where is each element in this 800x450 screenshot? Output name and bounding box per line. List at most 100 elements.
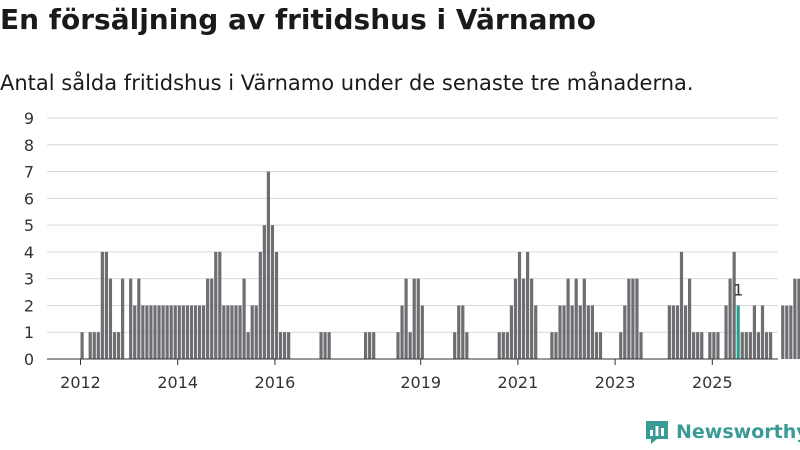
bar (453, 332, 457, 359)
bar (744, 332, 748, 359)
bar (635, 278, 639, 359)
bar (550, 332, 554, 359)
bar (408, 332, 412, 359)
bar (716, 332, 720, 359)
bar (226, 305, 230, 359)
bar (210, 278, 214, 359)
bar (96, 332, 100, 359)
bar (420, 305, 424, 359)
y-tick-label: 7 (24, 163, 34, 182)
bar (724, 305, 728, 359)
y-tick-label: 9 (24, 109, 34, 128)
bar (222, 305, 226, 359)
bar (278, 332, 283, 359)
bar (692, 332, 696, 359)
bar (534, 305, 538, 359)
bar (785, 305, 789, 359)
bar (497, 332, 501, 359)
bar (157, 305, 161, 359)
bar (412, 278, 416, 359)
bar (173, 305, 177, 359)
bar (234, 305, 238, 359)
bar (513, 278, 518, 359)
bar (764, 332, 769, 359)
bar (287, 332, 291, 359)
bar (675, 305, 680, 359)
bar (594, 332, 599, 359)
bar (748, 332, 752, 359)
bar (250, 305, 254, 359)
bar (149, 305, 153, 359)
bar (598, 332, 603, 359)
bar (116, 332, 121, 359)
bar (270, 225, 275, 359)
bar (558, 305, 562, 359)
bar (100, 251, 104, 359)
bar (206, 278, 210, 359)
bar (121, 278, 125, 359)
bar (400, 305, 404, 359)
bar (319, 332, 323, 359)
bar (760, 305, 765, 359)
bar (732, 251, 736, 359)
bar (671, 305, 675, 359)
bar (521, 278, 526, 359)
y-tick-label: 3 (24, 270, 34, 289)
x-tick-label: 2023 (595, 373, 636, 392)
bar (501, 332, 505, 359)
bar (667, 305, 671, 359)
bar (517, 251, 522, 359)
bar (562, 305, 566, 359)
bar (793, 278, 797, 359)
bar (133, 305, 137, 359)
newsworthy-logo: Newsworthy (644, 419, 800, 445)
bar (396, 332, 400, 359)
bar (262, 225, 266, 359)
bar (153, 305, 157, 359)
bar (781, 305, 785, 359)
x-tick-label: 2016 (255, 373, 296, 392)
bar (554, 332, 558, 359)
bar (193, 305, 198, 359)
bar (627, 278, 631, 359)
bar (129, 278, 133, 359)
bar (141, 305, 145, 359)
bar (696, 332, 700, 359)
bar (108, 278, 113, 359)
bar (92, 332, 96, 359)
bar (457, 305, 461, 359)
bar (274, 251, 279, 359)
bar (181, 305, 185, 359)
bar (578, 305, 582, 359)
bar (530, 278, 534, 359)
bar (590, 305, 594, 359)
bar (756, 332, 761, 359)
y-tick-label: 4 (24, 243, 34, 262)
bar (797, 278, 800, 359)
bar (570, 305, 574, 359)
bar (526, 251, 530, 359)
y-tick-label: 6 (24, 189, 34, 208)
bar (728, 278, 732, 359)
bar (700, 332, 704, 359)
bar (185, 305, 189, 359)
bar (736, 305, 740, 359)
x-tick-label: 2021 (498, 373, 539, 392)
bar (789, 305, 793, 359)
bar (161, 305, 165, 359)
bar (752, 305, 756, 359)
bar (230, 305, 234, 359)
bar (416, 278, 420, 359)
chart-title: En försäljning av fritidshus i Värnamo (0, 3, 596, 36)
bar (197, 305, 202, 359)
y-tick-label: 5 (24, 216, 34, 235)
bar (258, 251, 262, 359)
bar (327, 332, 331, 359)
bar (177, 305, 181, 359)
brand-name: Newsworthy (676, 421, 800, 443)
bar (218, 251, 222, 359)
y-tick-label: 0 (24, 350, 34, 369)
bar (214, 251, 218, 359)
bar (165, 305, 169, 359)
chart-subtitle: Antal sålda fritidshus i Värnamo under d… (0, 71, 694, 95)
